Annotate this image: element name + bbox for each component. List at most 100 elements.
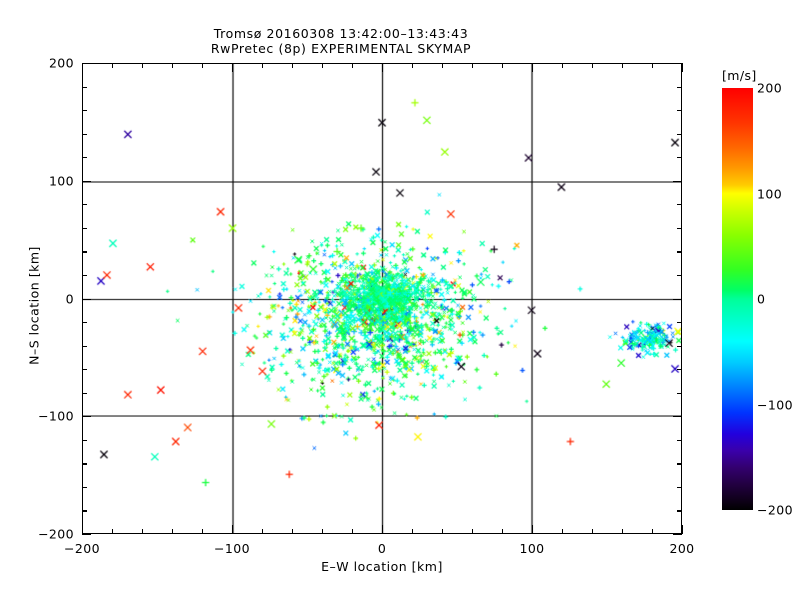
x-tick-label: 100 [519, 541, 545, 556]
y-tick-right [677, 345, 682, 347]
colorbar-tick-label: 0 [757, 291, 766, 307]
y-tick [82, 110, 87, 112]
y-tick [82, 463, 87, 465]
x-tick-top [502, 63, 504, 68]
scatter-canvas [83, 64, 681, 533]
colorbar-gradient [722, 88, 753, 510]
x-tick-top [592, 63, 594, 68]
y-tick [82, 180, 91, 182]
x-tick [112, 529, 114, 534]
x-tick-top [622, 63, 624, 68]
y-tick-right [673, 416, 682, 418]
x-tick [142, 529, 144, 534]
y-tick-right [677, 463, 682, 465]
title-line-2: RwPretec (8p) EXPERIMENTAL SKYMAP [210, 41, 472, 56]
x-tick [412, 529, 414, 534]
x-tick [322, 529, 324, 534]
x-tick-top [232, 63, 234, 72]
colorbar-unit-label: [m/s] [722, 68, 757, 83]
y-tick [82, 392, 87, 394]
y-tick [82, 298, 91, 300]
y-tick [82, 227, 87, 230]
y-tick [82, 86, 87, 88]
y-tick [82, 63, 91, 65]
x-tick [202, 529, 204, 534]
y-tick [82, 416, 91, 418]
y-tick [82, 534, 91, 536]
x-tick-top [202, 63, 204, 68]
colorbar-tick-label: 200 [757, 80, 783, 96]
y-tick [82, 486, 87, 489]
y-tick [82, 510, 87, 512]
x-tick-label: −200 [64, 541, 100, 556]
x-tick [472, 529, 474, 534]
plot-area [82, 63, 682, 534]
x-tick [592, 529, 594, 534]
x-tick [622, 529, 624, 534]
y-tick-right [673, 298, 682, 300]
y-tick-label: 200 [48, 55, 74, 71]
x-tick-top [112, 63, 114, 68]
y-tick-right [673, 534, 682, 536]
y-tick [82, 345, 87, 347]
y-tick-label: −200 [38, 526, 74, 542]
x-tick [442, 529, 444, 534]
y-tick-right [677, 110, 682, 112]
y-tick-right [677, 274, 682, 277]
x-tick-label: −100 [214, 541, 250, 556]
y-tick-right [677, 251, 682, 253]
y-tick-right [677, 486, 682, 489]
x-tick [232, 525, 234, 534]
colorbar-tick-label: 100 [757, 186, 783, 201]
x-tick-top [412, 63, 414, 68]
title-line-1: Tromsø 20160308 13:42:00–13:43:43 [213, 26, 469, 41]
x-tick-top [652, 63, 654, 68]
x-tick [292, 529, 294, 534]
y-tick [82, 157, 87, 159]
x-tick [562, 529, 564, 534]
y-tick-right [677, 392, 682, 394]
y-tick-right [677, 227, 682, 230]
x-tick [262, 529, 264, 534]
y-tick [82, 204, 87, 206]
x-tick [502, 529, 504, 534]
x-tick-top [82, 63, 84, 72]
x-tick-top [562, 63, 564, 68]
y-tick-right [677, 439, 682, 441]
x-tick-top [382, 63, 384, 72]
x-tick-top [322, 63, 324, 68]
colorbar [722, 88, 753, 510]
y-tick-label: 0 [65, 291, 74, 306]
figure-title: Tromsø 20160308 13:42:00–13:43:43 RwPret… [0, 26, 682, 56]
y-tick [82, 322, 87, 324]
x-tick-top [172, 63, 174, 68]
y-tick-right [677, 204, 682, 206]
x-tick-top [292, 63, 294, 68]
x-tick [682, 525, 684, 534]
y-tick-right [677, 322, 682, 324]
x-tick-top [352, 63, 354, 68]
y-tick-right [677, 510, 682, 512]
y-tick [82, 439, 87, 441]
y-tick-right [677, 157, 682, 159]
y-tick-right [677, 369, 682, 371]
y-tick-right [677, 133, 682, 135]
y-tick-right [673, 63, 682, 65]
colorbar-tick-label: −200 [757, 502, 793, 518]
x-tick [172, 529, 174, 534]
y-tick-label: −100 [38, 408, 74, 424]
y-tick-right [673, 180, 682, 182]
x-tick-top [472, 63, 474, 68]
x-tick-top [442, 63, 444, 68]
y-tick [82, 274, 87, 277]
x-tick-top [532, 63, 534, 72]
x-tick [652, 529, 654, 534]
y-tick-right [677, 86, 682, 88]
y-tick-label: 100 [48, 173, 74, 189]
x-tick-top [262, 63, 264, 68]
x-tick [382, 525, 384, 534]
colorbar-tick-label: −100 [757, 397, 793, 412]
x-tick-label: 0 [377, 541, 387, 556]
y-tick [82, 133, 87, 135]
